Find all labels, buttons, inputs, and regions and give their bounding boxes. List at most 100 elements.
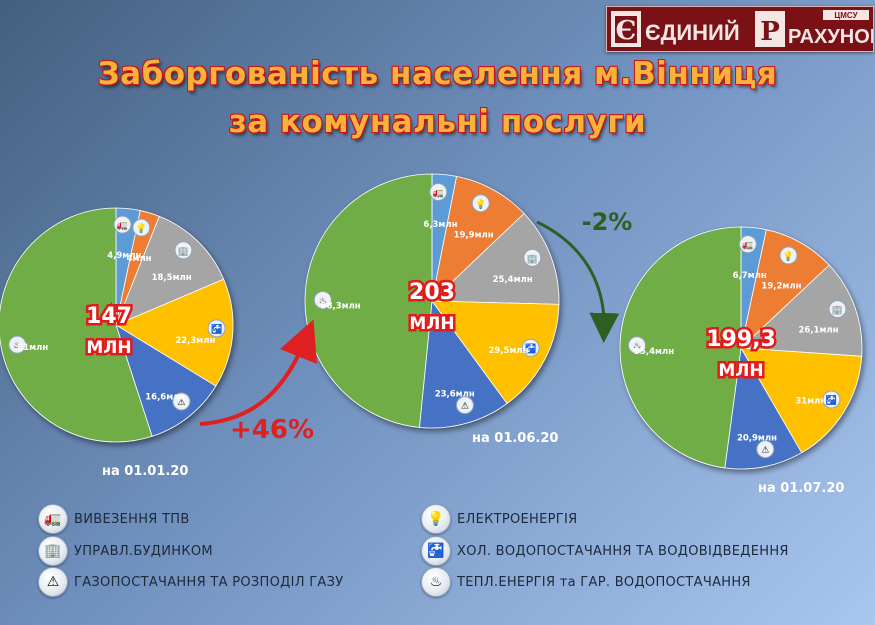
faucet-icon [822,390,841,409]
radiator-icon-glyph: ♨ [633,342,641,352]
faucet-icon-glyph: 🚰 [525,342,536,354]
faucet-icon: 🚰 [421,536,451,566]
building-icon-glyph: 🏢 [178,246,189,257]
chart-total-unit: МЛН [409,314,454,334]
chart-total-unit: МЛН [86,338,131,358]
change-label-growth: +46% [230,415,314,445]
pie-slice [619,226,742,469]
radiator-icon [8,335,27,354]
building-icon [523,248,542,267]
pie-chart-1 [0,207,234,443]
truck-icon [113,215,132,234]
chart-total-unit: МЛН [718,361,763,381]
svg-text:Є: Є [616,16,637,46]
legend-label: ХОЛ. ВОДОПОСТАЧАННЯ ТА ВОДОВІДВЕДЕННЯ [457,543,789,559]
pie-labels-3: 🚛 6,7млн 💡 19,2млн 🏢 26,1млн 🚰31млн ⚠ 20,9млн ♨95… [627,235,847,459]
slice-value-label: 19,9млн [454,230,494,240]
building-icon [174,241,193,260]
legend-label: ТЕПЛ.ЕНЕРГІЯ та ГАР. ВОДОПОСТАЧАННЯ [457,574,751,590]
slice-value-label: 25,4млн [493,275,533,285]
legend-label: ЕЛЕКТРОЕНЕРГІЯ [457,511,578,527]
pie-slice [419,299,508,429]
pie-slice [115,324,217,437]
faucet-icon [207,319,226,338]
legend-item: 🏢 УПРАВЛ.БУДИНКОМ [38,536,213,566]
legend-item: 🚛 ВИВЕЗЕННЯ ТПВ [38,504,190,534]
gas-warning-icon-glyph: ⚠ [177,398,185,408]
building-icon [828,300,847,319]
pie-slice [431,300,560,405]
legend-item: 🚰 ХОЛ. ВОДОПОСТАЧАННЯ ТА ВОДОВІДВЕДЕННЯ [421,536,789,566]
faucet-icon [521,338,540,357]
legend-item: 💡 ЕЛЕКТРОЕНЕРГІЯ [421,504,577,534]
faucet-icon-glyph: 🚰 [211,323,222,335]
chart-total: 147 [86,304,132,329]
pie-chart-2 [304,173,560,429]
page-title-line-2: за комунальні послуги [228,104,647,140]
pie-slice [115,278,234,387]
legend-label: ВИВЕЗЕННЯ ТПВ [74,511,190,527]
building-icon-glyph: 🏢 [527,253,538,264]
change-label-decline: -2% [582,208,633,236]
pie-slice [740,347,863,454]
pie-labels-1: 🚛 4,9млн 💡 4млн 🏢 18,5млн 🚰22,3млн ⚠16,6млн ♨81м… [8,215,226,411]
pie-slice [431,175,525,303]
legend-item: ⚠ ГАЗОПОСТАЧАННЯ ТА РОЗПОДІЛ ГАЗУ [38,567,343,597]
slice-value-label: 23,6млн [435,389,475,399]
truck-icon [429,182,448,201]
pie-slice [431,212,560,305]
truck-icon [738,235,757,254]
truck-icon-glyph: 🚛 [117,221,128,231]
truck-icon-glyph: 🚛 [742,241,753,251]
radiator-icon [313,290,332,309]
slice-value-label: 20,9млн [737,434,777,444]
slice-value-label: 98,3млн [321,301,361,311]
pie-slice [724,346,803,470]
radiator-icon: ♨ [421,567,451,597]
svg-text:Р: Р [760,17,780,47]
logo-graphic: Є ЄДИНИЙ Р ЦМСУ РАХУНОК [607,7,875,51]
lightbulb-icon-glyph: 💡 [475,198,486,210]
pie-slice [304,173,433,428]
growth-arrow [199,319,318,426]
pie-chart-3 [619,226,863,470]
gas-warning-icon [756,440,775,459]
decline-arrow [536,220,620,343]
lightbulb-icon [132,218,151,237]
slice-value-label: 26,1млн [798,325,838,335]
pie-slice [740,264,863,357]
chart-date-label: на 01.01.20 [102,464,188,479]
pie-slice [115,215,225,326]
pie-labels-2: 🚛 6,3млн 💡 19,9млн 🏢 25,4млн 🚰29,5млн ⚠ 23,6млн ♨… [313,182,542,415]
building-icon: 🏢 [38,536,68,566]
slice-value-label: 18,5млн [152,273,192,283]
lightbulb-icon-glyph: 💡 [136,222,147,234]
page-title-line-1: Заборгованість населення м.Вінниця [97,56,778,92]
radiator-icon [627,336,646,355]
faucet-icon-glyph: 🚰 [826,394,837,406]
slice-value-label: 22,3млн [175,336,215,346]
chart-total: 199,3 [706,327,776,352]
pie-slice [0,207,153,443]
truck-icon: 🚛 [38,504,68,534]
gas-warning-icon [455,396,474,415]
logo-badge: ЦМСУ [834,11,858,20]
chart-date-label: на 01.07.20 [758,481,844,496]
slice-value-label: 29,5млн [488,346,528,356]
truck-icon-glyph: 🚛 [433,188,444,198]
lightbulb-icon-glyph: 💡 [783,250,794,262]
slice-value-label: 16,6млн [145,392,185,402]
chart-date-label: на 01.06.20 [472,431,558,446]
legend-label: УПРАВЛ.БУДИНКОМ [74,543,213,559]
gas-warning-icon-glyph: ⚠ [761,446,769,456]
legend-item: ♨ ТЕПЛ.ЕНЕРГІЯ та ГАР. ВОДОПОСТАЧАННЯ [421,567,751,597]
logo-text-2: РАХУНОК [788,26,873,48]
gas-warning-icon [172,392,191,411]
radiator-icon-glyph: ♨ [13,341,21,351]
slice-value-label: 4,9млн [107,251,141,261]
legend-label: ГАЗОПОСТАЧАННЯ ТА РОЗПОДІЛ ГАЗУ [74,574,344,590]
slice-value-label: 81млн [17,343,48,353]
slice-value-label: 6,3млн [423,220,457,230]
chart-total: 203 [409,280,455,305]
